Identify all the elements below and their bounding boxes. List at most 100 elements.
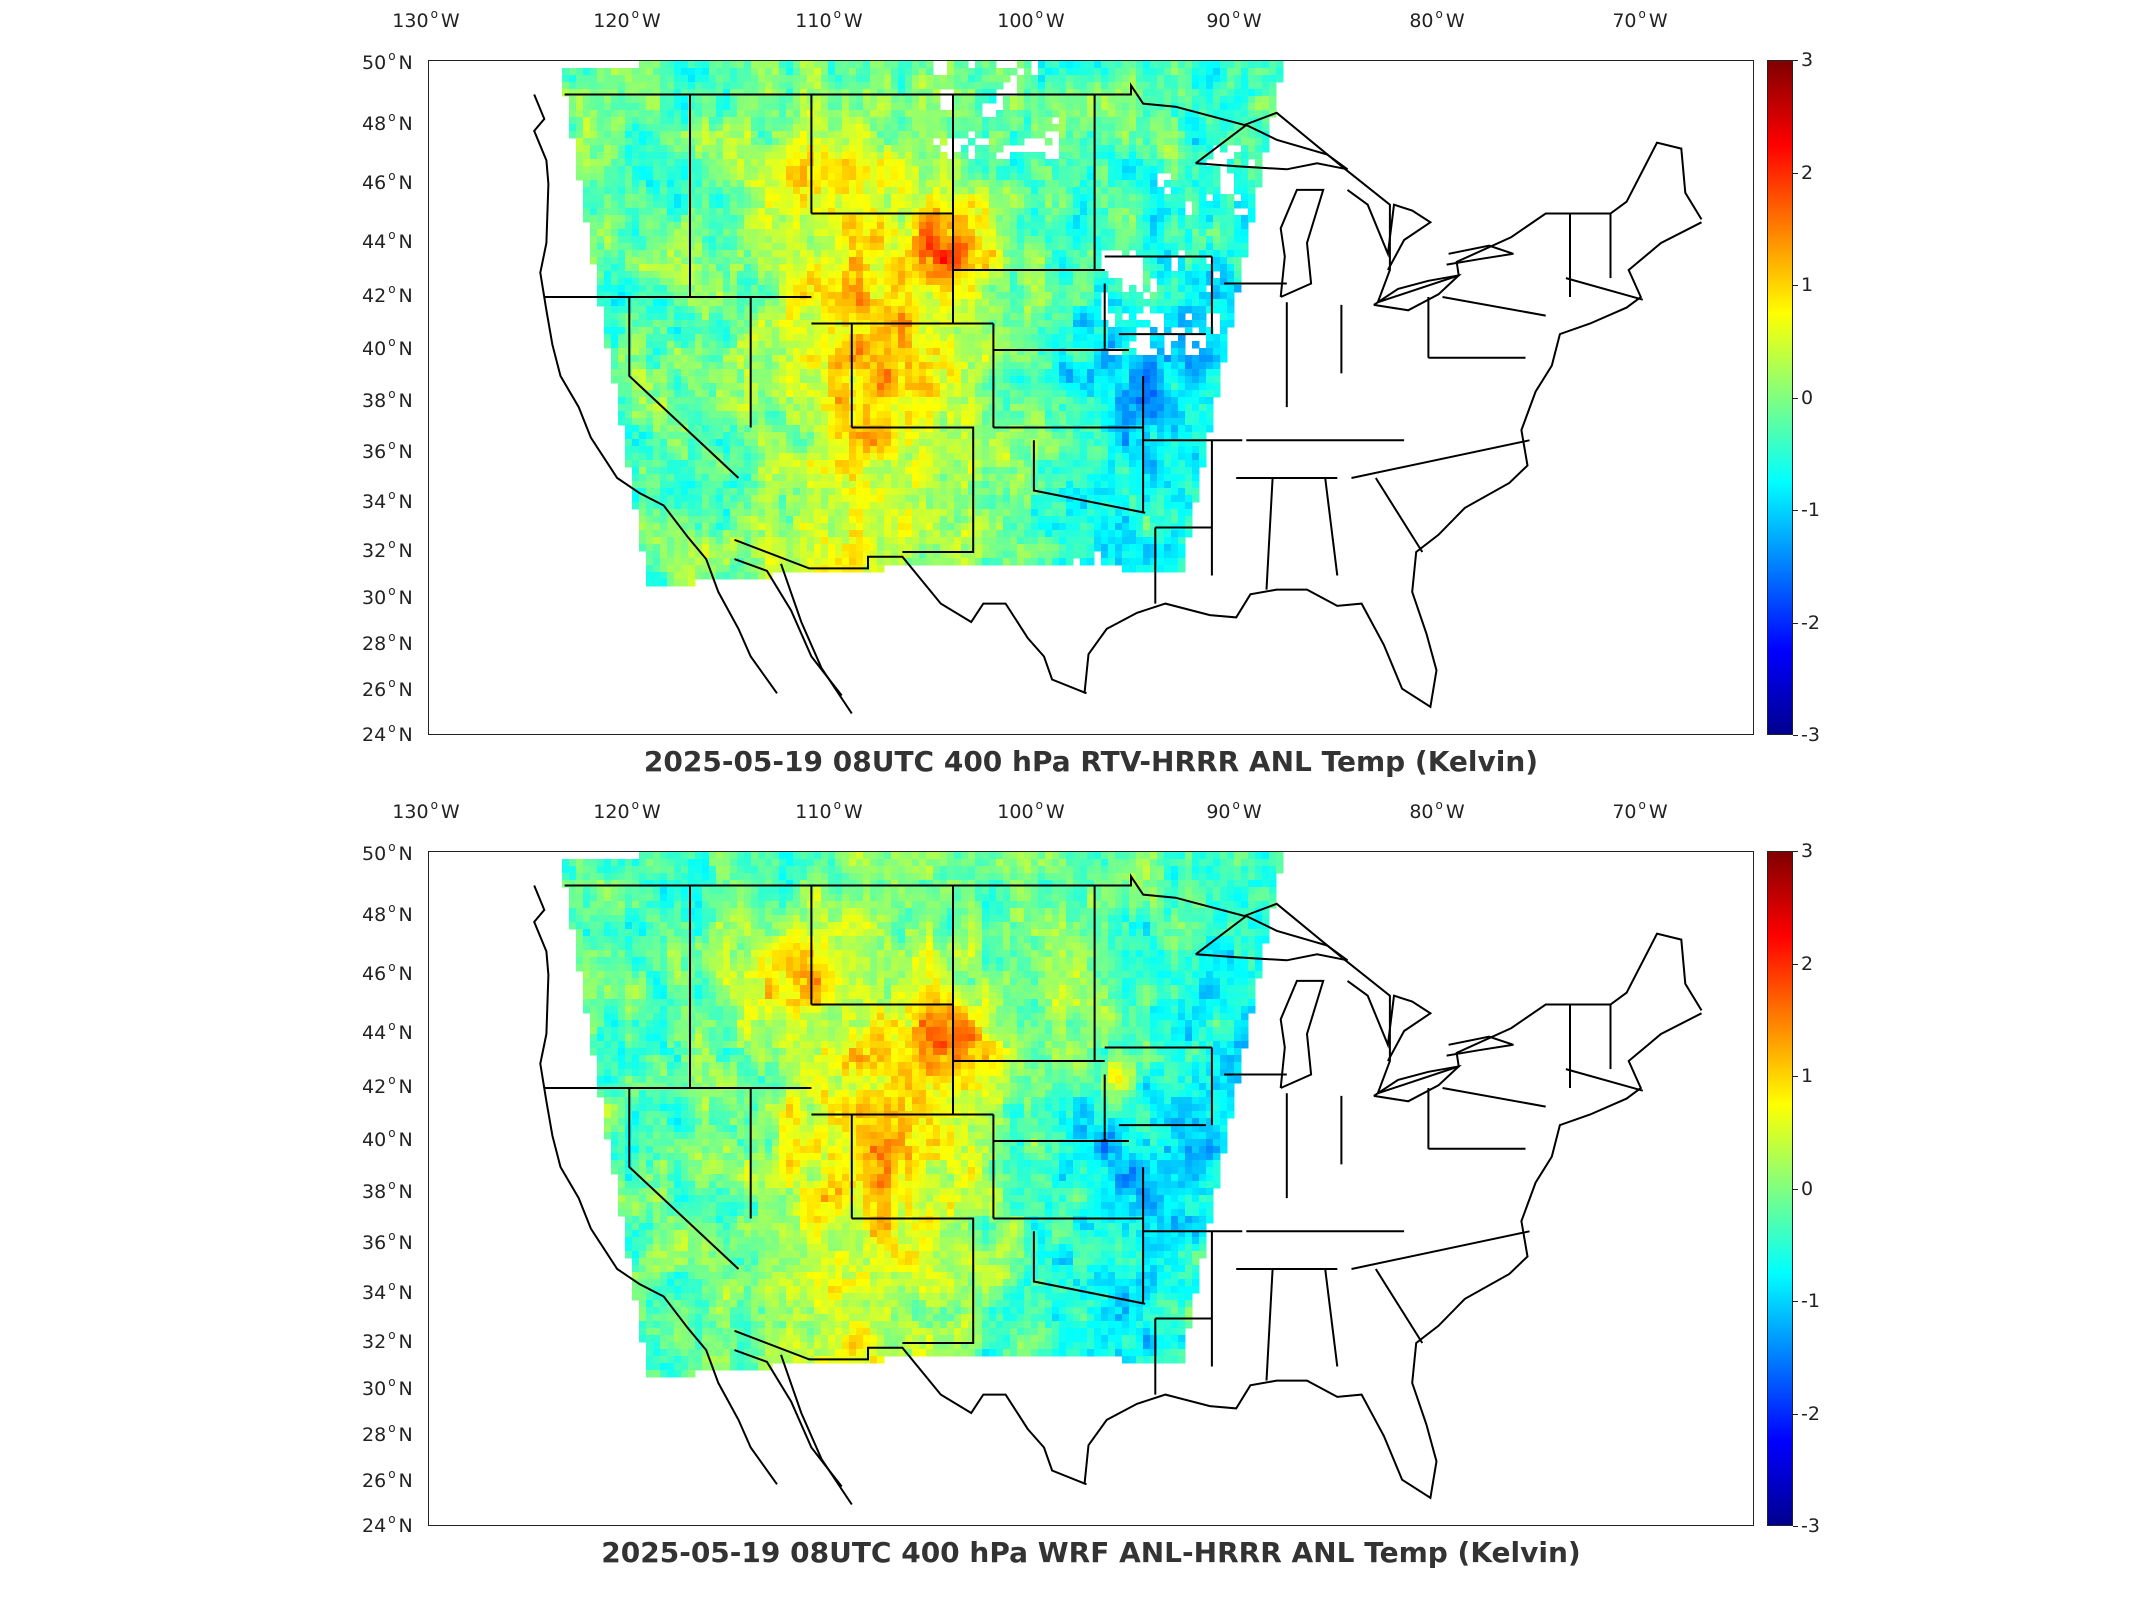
state-boundary xyxy=(1442,1087,1546,1108)
state-boundary xyxy=(1442,296,1546,317)
latitude-tick-label: 26 o N xyxy=(362,1467,413,1492)
colorbar-tick-mark xyxy=(1793,1076,1798,1077)
great-lake-shoreline xyxy=(1346,189,1433,271)
colorbar-tick-label: -2 xyxy=(1801,1402,1820,1425)
tick-number: 70 xyxy=(1612,10,1637,32)
tick-number: 48 xyxy=(362,113,387,135)
great-lake-shoreline xyxy=(1195,914,1349,962)
colorbar-tick-label: 2 xyxy=(1801,161,1814,184)
tick-hemisphere: N xyxy=(398,1331,413,1353)
great-lake-shoreline xyxy=(1373,1064,1462,1103)
state-boundary xyxy=(1324,477,1339,576)
state-boundary xyxy=(1374,1268,1424,1344)
colorbar-tick-mark xyxy=(1793,963,1798,965)
tick-hemisphere: N xyxy=(398,843,413,865)
tick-number: 32 xyxy=(362,1331,387,1353)
tick-number: 70 xyxy=(1612,801,1637,823)
tick-number: 38 xyxy=(362,390,387,412)
longitude-tick-label: 70 o W xyxy=(1612,798,1668,823)
tick-number: 90 xyxy=(1206,801,1231,823)
latitude-tick-label: 46 o N xyxy=(362,169,413,194)
tick-number: 32 xyxy=(362,540,387,562)
tick-number: 110 xyxy=(795,10,832,32)
tick-hemisphere: N xyxy=(398,52,413,74)
tick-hemisphere: N xyxy=(398,1232,413,1254)
colorbar-tick-label: -3 xyxy=(1801,1515,1820,1537)
tick-number: 44 xyxy=(362,1022,387,1044)
tick-number: 36 xyxy=(362,441,387,463)
tick-hemisphere: N xyxy=(398,172,413,194)
colorbar-tick-label: -3 xyxy=(1801,724,1820,746)
state-boundary xyxy=(1351,439,1530,479)
tick-hemisphere: N xyxy=(398,963,413,985)
tick-hemisphere: N xyxy=(398,679,413,701)
tick-hemisphere: W xyxy=(1648,801,1668,823)
tick-number: 30 xyxy=(362,587,387,609)
state-boundary xyxy=(851,1217,975,1344)
tick-number: 42 xyxy=(362,1076,387,1098)
tick-number: 50 xyxy=(362,52,387,74)
longitude-tick-label: 100 o W xyxy=(997,798,1065,823)
tick-hemisphere: W xyxy=(1242,801,1262,823)
great-lake-shoreline xyxy=(1195,123,1349,171)
longitude-tick-label: 130 o W xyxy=(392,798,460,823)
tick-number: 42 xyxy=(362,285,387,307)
state-boundary xyxy=(1565,1068,1644,1092)
tick-hemisphere: W xyxy=(1045,801,1065,823)
latitude-tick-label: 32 o N xyxy=(362,537,413,562)
map-panel-wrf: 2025-05-19 08UTC 400 hPa WRF ANL-HRRR AN… xyxy=(0,791,2133,1591)
tick-number: 48 xyxy=(362,904,387,926)
panel-title: 2025-05-19 08UTC 400 hPa RTV-HRRR ANL Te… xyxy=(643,745,1539,778)
boundary-lines xyxy=(533,82,1703,715)
great-lake-shoreline xyxy=(1446,1035,1514,1057)
colorbar-tick-label: 3 xyxy=(1801,840,1814,862)
longitude-tick-label: 130 o W xyxy=(392,7,460,32)
longitude-tick-label: 110 o W xyxy=(795,798,863,823)
colorbar-tick-label: 1 xyxy=(1801,1065,1814,1087)
tick-hemisphere: N xyxy=(398,1424,413,1446)
latitude-tick-label: 26 o N xyxy=(362,676,413,701)
colorbar-tick-label: -1 xyxy=(1801,1290,1820,1312)
temperature-difference-map xyxy=(533,61,1703,715)
state-boundary xyxy=(628,1088,740,1270)
tick-number: 100 xyxy=(997,801,1034,823)
coastline-east xyxy=(1083,1012,1702,1500)
tick-hemisphere: N xyxy=(398,231,413,253)
latitude-tick-label: 24 o N xyxy=(362,721,413,746)
longitude-tick-label: 90 o W xyxy=(1206,7,1262,32)
latitude-tick-label: 42 o N xyxy=(362,282,413,307)
tick-hemisphere: N xyxy=(398,491,413,513)
colorbar-tick-mark xyxy=(1793,510,1798,511)
tick-number: 100 xyxy=(997,10,1034,32)
state-boundary xyxy=(851,426,975,553)
latitude-tick-label: 44 o N xyxy=(362,228,413,253)
latitude-tick-label: 38 o N xyxy=(362,1178,413,1203)
tick-hemisphere: W xyxy=(641,10,661,32)
longitude-tick-label: 80 o W xyxy=(1409,798,1465,823)
great-lake-shoreline xyxy=(1279,188,1325,298)
tick-hemisphere: N xyxy=(398,540,413,562)
great-lake-shoreline xyxy=(1346,980,1433,1062)
colorbar-tick-mark xyxy=(1793,851,1798,852)
colorbar-tick-label: 3 xyxy=(1801,49,1814,71)
tick-number: 130 xyxy=(392,10,429,32)
latitude-tick-label: 40 o N xyxy=(362,1126,413,1151)
border-mexico xyxy=(780,1354,853,1506)
latitude-tick-label: 50 o N xyxy=(362,840,413,865)
temperature-difference-map xyxy=(533,852,1703,1506)
tick-hemisphere: N xyxy=(398,1129,413,1151)
colorbar-tick-label: 1 xyxy=(1801,274,1814,296)
longitude-tick-label: 70 o W xyxy=(1612,7,1668,32)
latitude-tick-label: 28 o N xyxy=(362,630,413,655)
tick-hemisphere: N xyxy=(398,441,413,463)
latitude-tick-label: 28 o N xyxy=(362,1421,413,1446)
latitude-tick-label: 48 o N xyxy=(362,901,413,926)
panel-title: 2025-05-19 08UTC 400 hPa WRF ANL-HRRR AN… xyxy=(601,1536,1581,1569)
tick-hemisphere: N xyxy=(398,338,413,360)
tick-number: 46 xyxy=(362,172,387,194)
colorbar-tick-label: 0 xyxy=(1801,1177,1814,1200)
colorbar-tick-mark xyxy=(1793,1188,1798,1190)
map-plot-area xyxy=(428,60,1754,735)
tick-hemisphere: N xyxy=(398,904,413,926)
tick-hemisphere: N xyxy=(398,1515,413,1537)
